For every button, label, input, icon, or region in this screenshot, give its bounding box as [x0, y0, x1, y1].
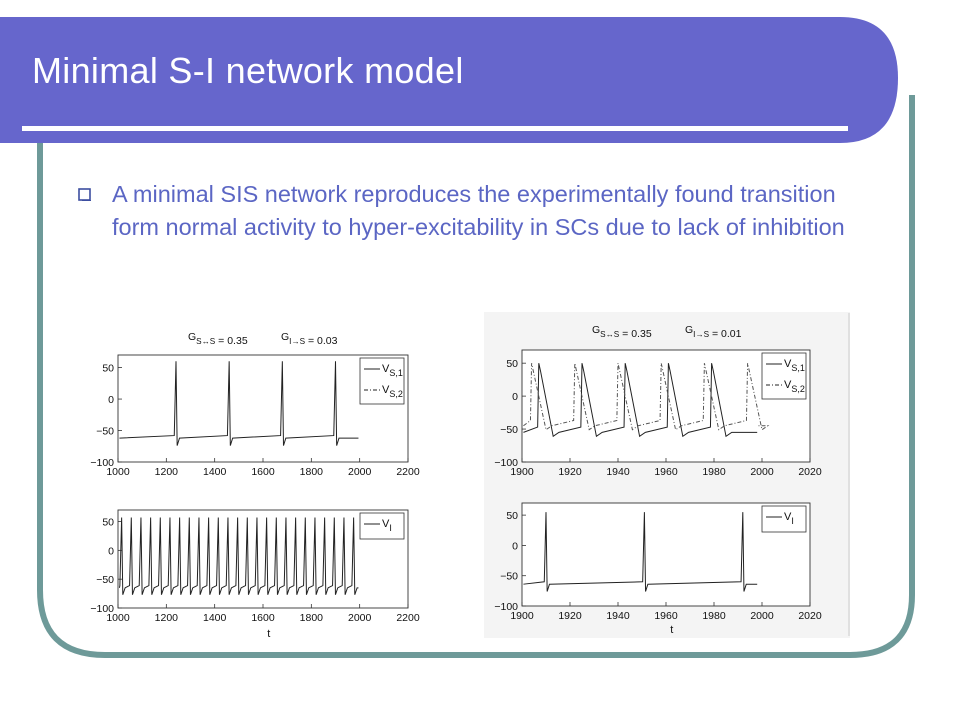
legend-label: VS,2: [784, 379, 805, 394]
x-tick-label: 1940: [606, 610, 630, 622]
x-tick-label: 2000: [750, 610, 774, 622]
x-tick-label: 1960: [654, 610, 678, 622]
series-line-V_{S,2}: [523, 363, 770, 431]
bullet-text: A minimal SIS network reproduces the exp…: [112, 181, 845, 240]
x-axis-label: t: [267, 628, 270, 640]
x-tick-label: 2200: [396, 612, 420, 624]
x-tick-label: 1960: [654, 466, 678, 478]
x-tick-label: 2020: [798, 610, 822, 622]
slide-title: Minimal S-I network model: [32, 50, 464, 91]
x-tick-label: 1920: [558, 610, 582, 622]
x-tick-label: 2000: [348, 466, 372, 478]
x-tick-label: 1920: [558, 466, 582, 478]
legend-box: [359, 357, 405, 405]
series-line-V_{S,1}: [119, 361, 359, 446]
x-tick-label: 1200: [155, 612, 179, 624]
y-tick-label: 0: [108, 394, 114, 406]
y-tick-label: −50: [500, 571, 518, 583]
x-tick-label: 1000: [106, 466, 130, 478]
x-tick-label: 1980: [702, 610, 726, 622]
y-tick-label: −100: [494, 601, 518, 613]
chart-title-inhibition: GI→S = 0.01: [685, 324, 742, 340]
x-tick-label: 1200: [155, 466, 179, 478]
x-tick-label: 1800: [300, 612, 324, 624]
x-tick-label: 1600: [251, 612, 275, 624]
x-tick-label: 1900: [510, 610, 534, 622]
x-tick-label: 2000: [750, 466, 774, 478]
y-tick-label: 50: [102, 517, 114, 529]
x-tick-label: 1400: [203, 612, 227, 624]
legend-box: [761, 505, 807, 533]
y-tick-label: −100: [494, 457, 518, 469]
x-tick-label: 1600: [251, 466, 275, 478]
frame-border: [37, 95, 915, 658]
y-tick-label: 50: [506, 358, 518, 370]
y-tick-label: −100: [90, 603, 114, 615]
x-tick-label: 1000: [106, 612, 130, 624]
y-tick-label: −50: [96, 426, 114, 438]
x-tick-label: 1800: [300, 466, 324, 478]
x-axis-label: t: [670, 624, 673, 636]
y-tick-label: 0: [512, 391, 518, 403]
title-underline: [22, 126, 848, 131]
series-line-V_{I}: [523, 512, 758, 592]
y-tick-label: 0: [108, 545, 114, 557]
x-tick-label: 1900: [510, 466, 534, 478]
chart-title-inhibition: GI→S = 0.03: [281, 331, 338, 347]
legend-label: VS,1: [382, 363, 403, 378]
x-tick-label: 2000: [348, 612, 372, 624]
legend-label: VI: [382, 518, 392, 533]
x-tick-label: 1400: [203, 466, 227, 478]
y-tick-label: 0: [512, 540, 518, 552]
x-tick-label: 1980: [702, 466, 726, 478]
y-tick-label: −50: [96, 574, 114, 586]
y-tick-label: −100: [90, 457, 114, 469]
x-tick-label: 1940: [606, 466, 630, 478]
chart-title-coupling: GS↔S = 0.35: [188, 331, 248, 347]
legend-label: VS,1: [784, 358, 805, 373]
legend-label: VI: [784, 511, 794, 526]
legend-label: VS,2: [382, 384, 403, 399]
series-line-V_{S,1}: [523, 363, 758, 438]
x-tick-label: 2200: [396, 466, 420, 478]
x-tick-label: 2020: [798, 466, 822, 478]
series-line-V_{I}: [118, 517, 359, 595]
legend-box: [359, 512, 405, 540]
hollow-square-icon: [78, 188, 91, 201]
y-tick-label: 50: [102, 363, 114, 375]
y-tick-label: −50: [500, 424, 518, 436]
legend-box: [761, 352, 807, 400]
y-tick-label: 50: [506, 510, 518, 522]
chart-title-coupling: GS↔S = 0.35: [592, 324, 652, 340]
title-bar: [0, 17, 898, 143]
